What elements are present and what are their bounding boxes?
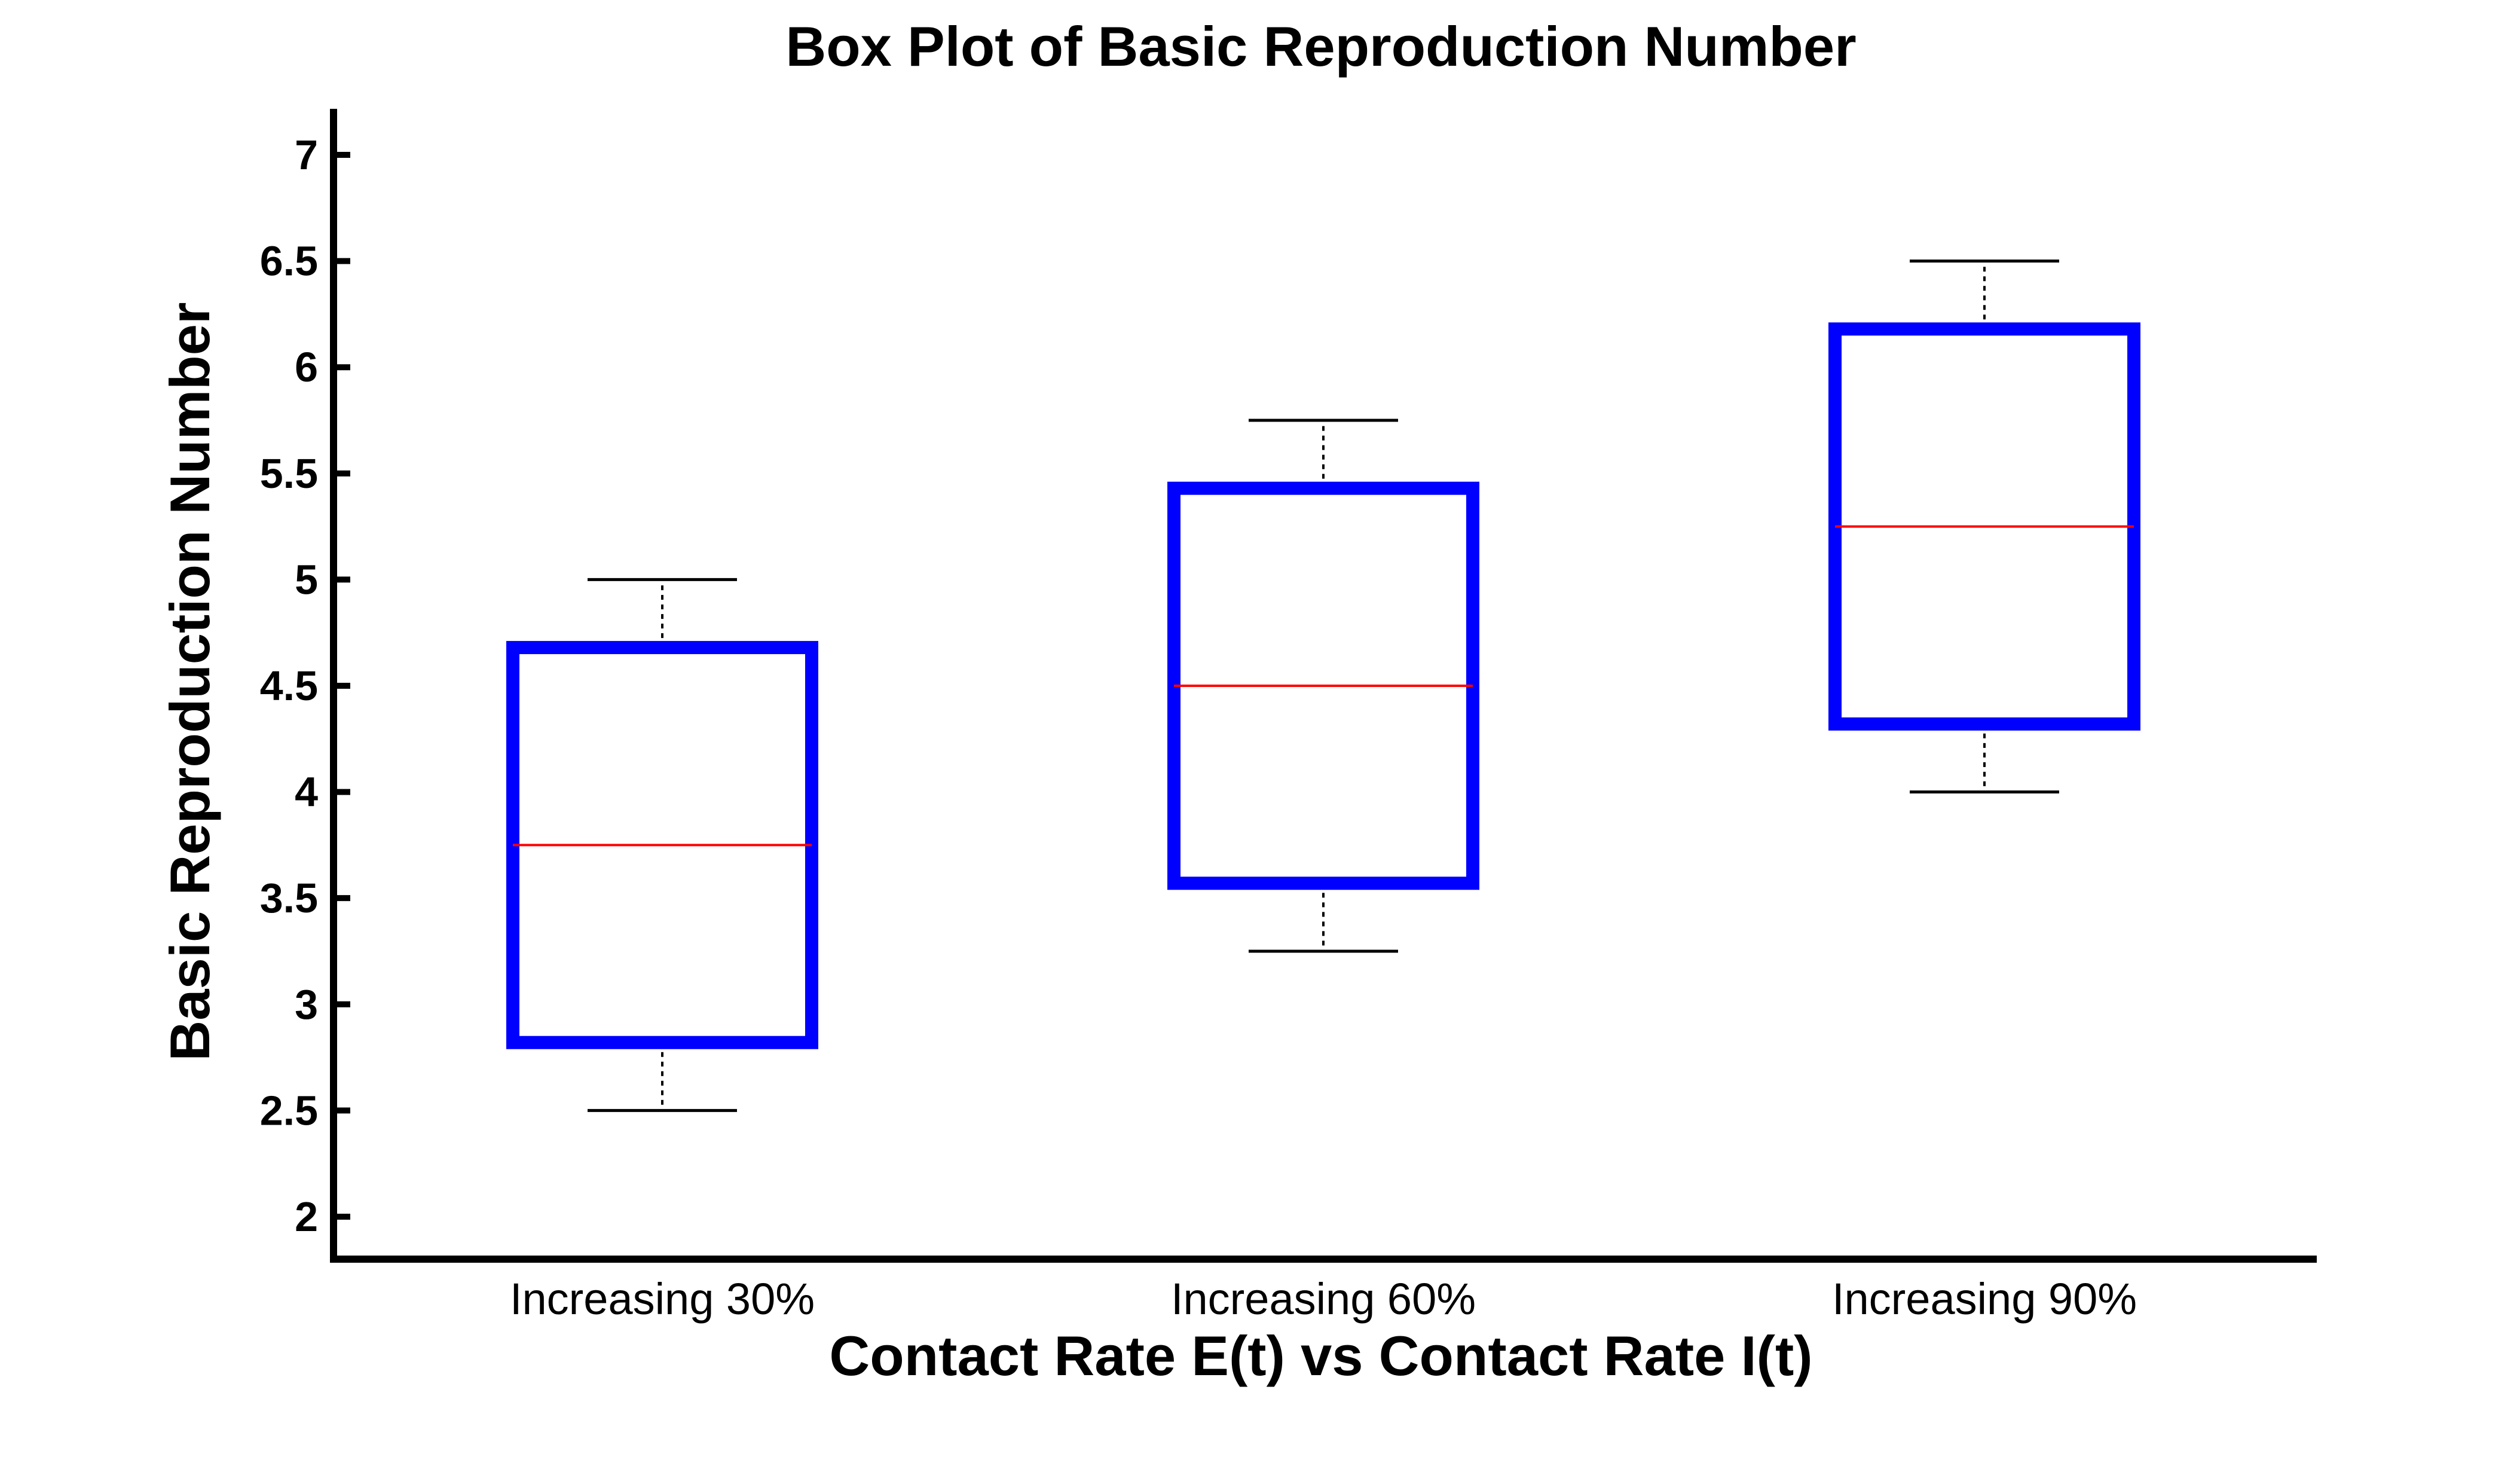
y-tick-label: 4 xyxy=(295,769,318,816)
y-tick-label: 3 xyxy=(295,981,318,1028)
y-tick-label: 2.5 xyxy=(260,1087,318,1134)
y-ticks: 2 2.5 3 3.5 4 4.5 5 5.5 6 6.5 7 xyxy=(260,132,350,1240)
y-tick-label: 6.5 xyxy=(260,238,318,285)
y-tick-label: 6 xyxy=(295,344,318,390)
x-axis-label: Contact Rate E(t) vs Contact Rate I(t) xyxy=(829,1324,1812,1387)
box-group xyxy=(1167,419,1479,953)
box-group xyxy=(506,578,818,1112)
box-group xyxy=(1828,259,2140,794)
x-tick-label: Increasing 60% xyxy=(1171,1274,1476,1324)
y-tick-label: 3.5 xyxy=(260,875,318,921)
y-tick-label: 5 xyxy=(295,556,318,603)
x-tick-label: Increasing 30% xyxy=(510,1274,815,1324)
y-tick-label: 7 xyxy=(295,132,318,178)
y-tick-label: 2 xyxy=(295,1193,318,1240)
boxes xyxy=(506,259,2140,1112)
y-axis-label: Basic Reproduction Number xyxy=(158,302,221,1061)
chart-title: Box Plot of Basic Reproduction Number xyxy=(785,15,1856,78)
y-tick-label: 5.5 xyxy=(260,450,318,497)
y-tick-label: 4.5 xyxy=(260,662,318,709)
x-tick-label: Increasing 90% xyxy=(1832,1274,2137,1324)
x-tick-labels: Increasing 30% Increasing 60% Increasing 9… xyxy=(510,1274,2137,1324)
